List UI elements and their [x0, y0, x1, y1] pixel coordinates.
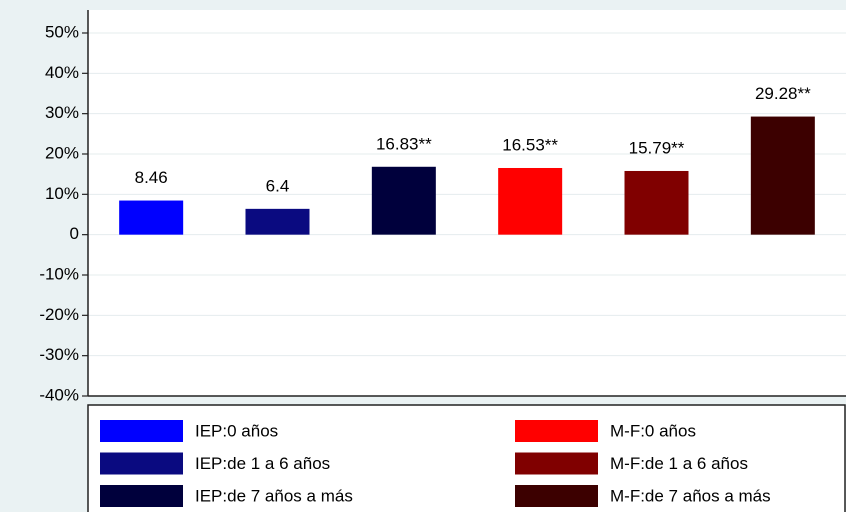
legend-box [87, 404, 846, 512]
y-tick-label: 0 [70, 224, 79, 243]
bar [750, 116, 815, 235]
legend-swatch [100, 485, 183, 507]
legend-label: M-F:de 1 a 6 años [610, 454, 748, 473]
legend-swatch [100, 420, 183, 442]
y-tick-label: -10% [39, 264, 79, 283]
legend-label: M-F:0 años [610, 421, 696, 440]
bar [624, 170, 689, 235]
legend-label: IEP:0 años [195, 421, 278, 440]
legend-swatch [515, 485, 598, 507]
y-tick-label: 10% [45, 184, 79, 203]
legend-label: IEP:de 7 años a más [195, 486, 353, 505]
bar [498, 167, 563, 235]
y-tick-label: 40% [45, 63, 79, 82]
y-tick-label: 20% [45, 143, 79, 162]
legend-swatch [515, 420, 598, 442]
data-label: 16.53** [502, 135, 558, 154]
data-label: 16.83** [376, 134, 432, 153]
data-label: 8.46 [135, 168, 168, 187]
data-label: 29.28** [755, 84, 811, 103]
bar [245, 208, 310, 235]
y-tick-label: -30% [39, 345, 79, 364]
bar [119, 200, 184, 235]
y-tick-label: -40% [39, 385, 79, 404]
y-tick-label: 30% [45, 103, 79, 122]
y-tick-label: -20% [39, 305, 79, 324]
legend-label: IEP:de 1 a 6 años [195, 454, 330, 473]
plot-area [88, 10, 846, 396]
legend-swatch [515, 452, 598, 475]
data-label: 15.79** [629, 138, 685, 157]
data-label: 6.4 [266, 176, 290, 195]
bar [371, 166, 436, 235]
legend-label: M-F:de 7 años a más [610, 486, 771, 505]
y-tick-label: 50% [45, 22, 79, 41]
legend-swatch [100, 452, 183, 475]
